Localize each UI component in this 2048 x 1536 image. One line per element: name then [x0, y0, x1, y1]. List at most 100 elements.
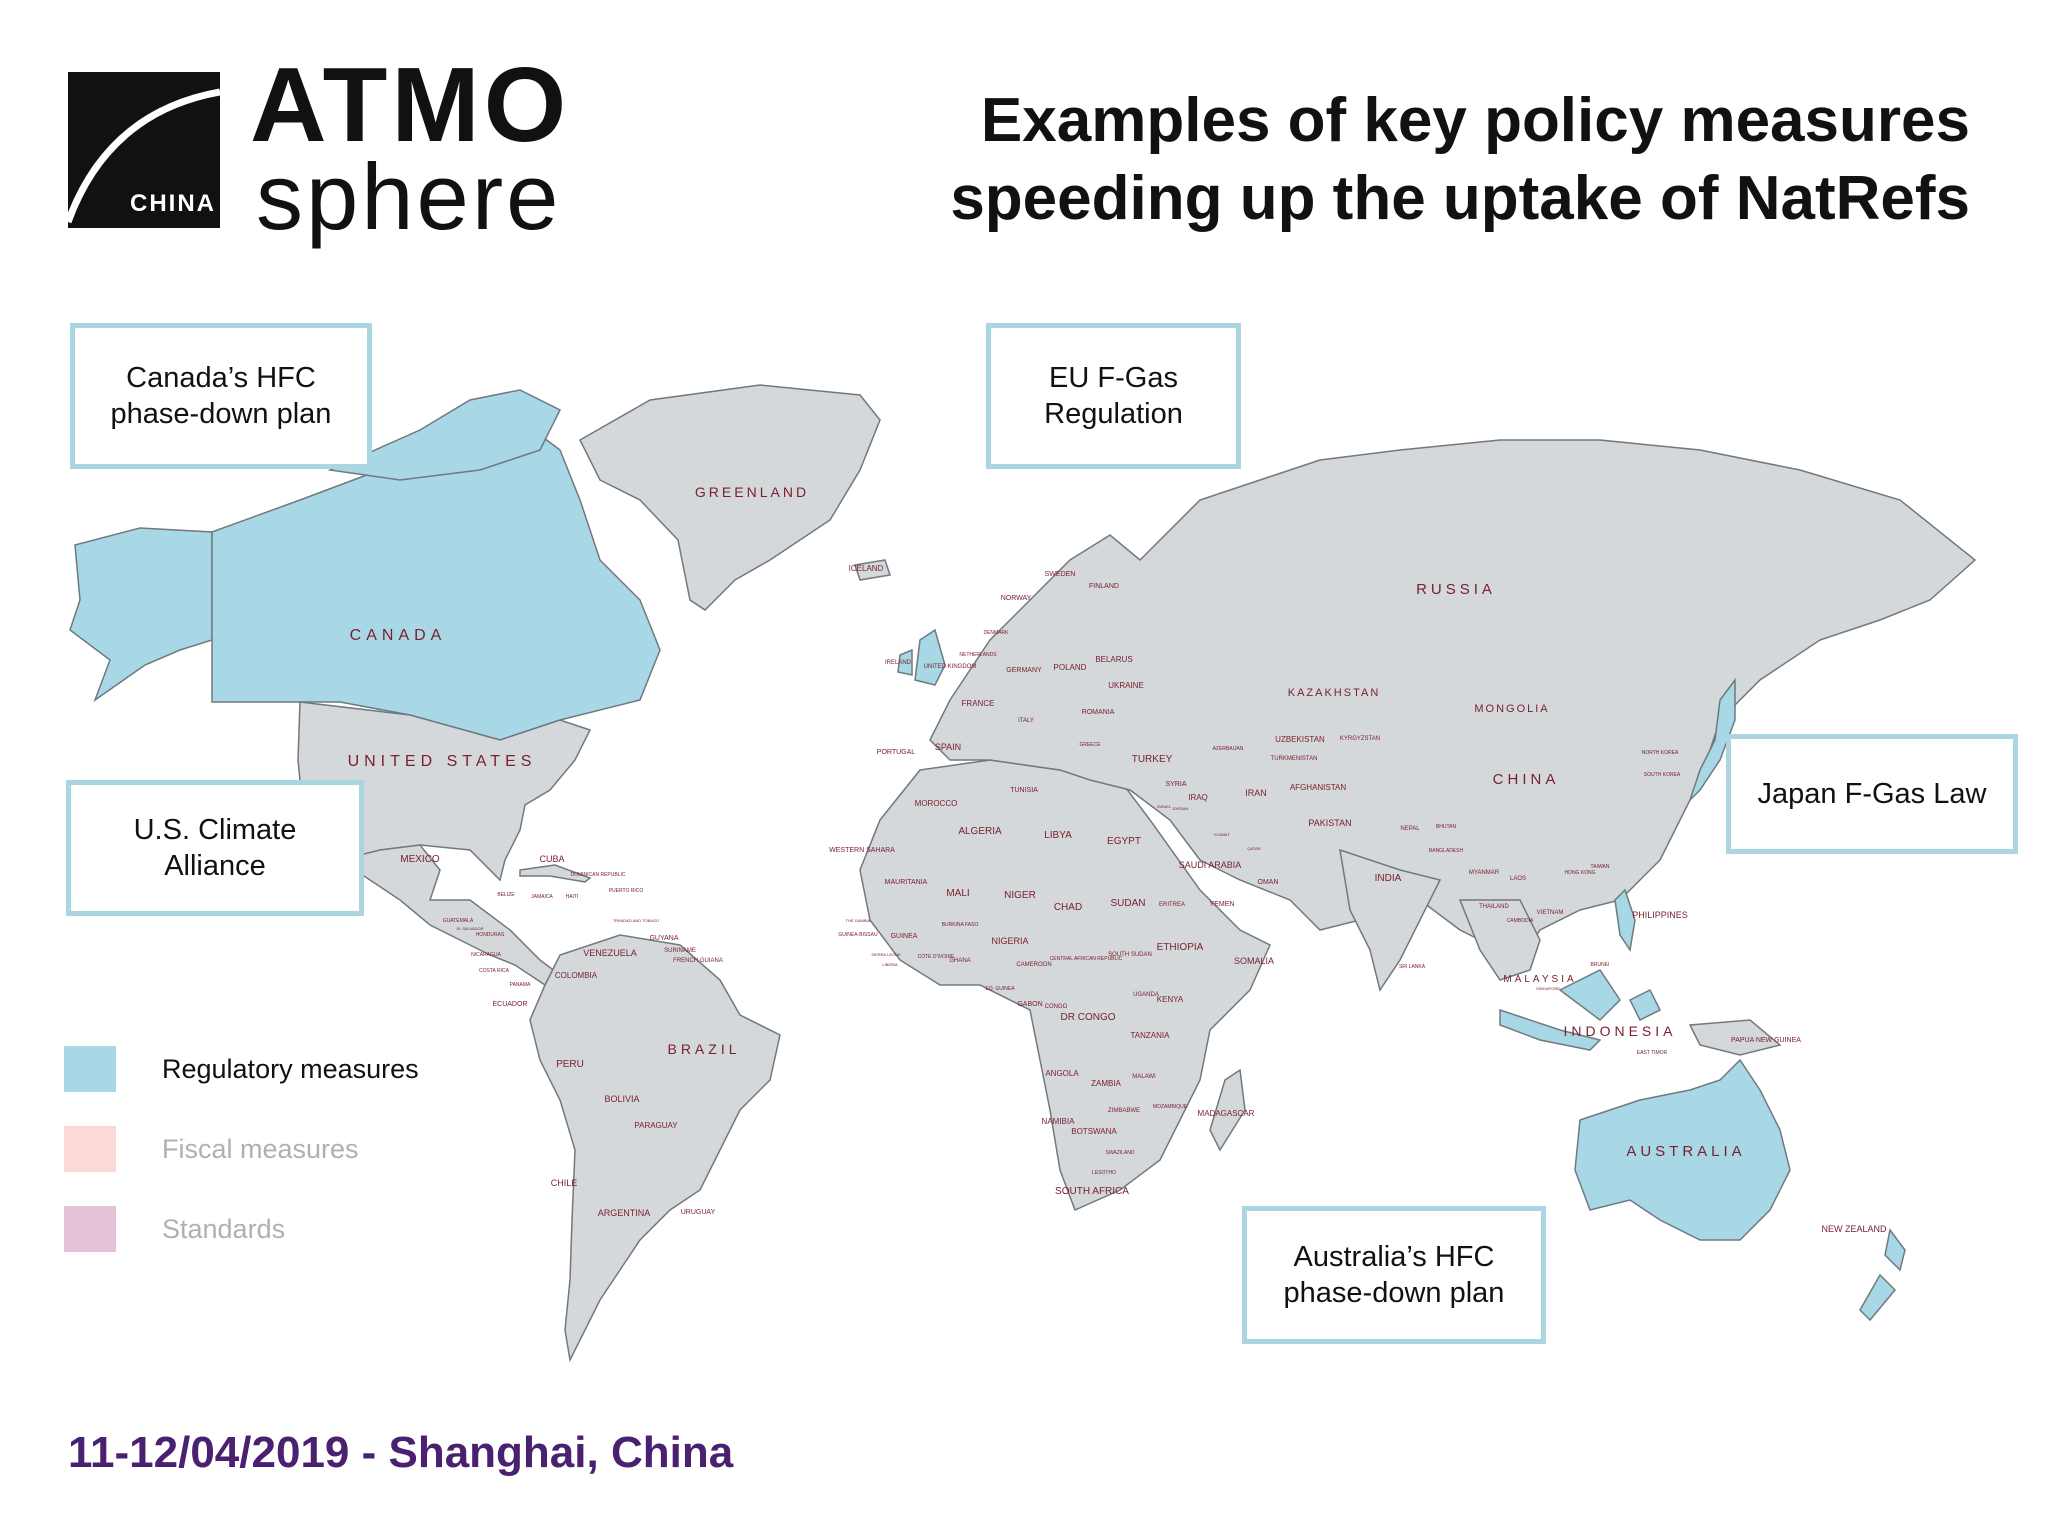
page-title-line-2: speeding up the uptake of NatRefs [950, 164, 1970, 233]
country-label-pakistan: PAKISTAN [1308, 818, 1351, 828]
country-label-east-timor: EAST TIMOR [1637, 1050, 1668, 1056]
country-label-french-guiana: FRENCH GUIANA [673, 958, 723, 964]
country-label-zimbabwe: ZIMBABWE [1108, 1108, 1140, 1114]
country-label-singapore: SINGAPORE [1536, 986, 1560, 991]
country-label-oman: OMAN [1258, 879, 1279, 886]
country-label-greenland: GREENLAND [695, 484, 809, 500]
logo-china-text: CHINA [130, 190, 216, 217]
country-label-ecuador: ECUADOR [492, 1001, 527, 1008]
country-label-suriname: SURINAME [664, 948, 696, 954]
country-label-guyana: GUYANA [649, 935, 678, 942]
country-label-swaziland: SWAZILAND [1106, 1150, 1135, 1156]
africa-shape [859, 759, 1271, 1212]
country-label-sudan: SUDAN [1110, 898, 1145, 909]
country-label-tunisia: TUNISIA [1010, 787, 1038, 794]
country-label-israel: ISRAEL [1157, 804, 1172, 809]
country-label-madagascar: MADAGASCAR [1198, 1109, 1255, 1118]
country-label-somalia: SOMALIA [1234, 956, 1274, 966]
callout-japan: Japan F-Gas Law [1726, 734, 2018, 854]
country-label-hong-kong: HONG KONG [1564, 870, 1595, 876]
iceland-shape [854, 559, 891, 581]
country-label-angola: ANGOLA [1045, 1069, 1079, 1078]
philippines-shape [1614, 888, 1636, 952]
country-label-russia: RUSSIA [1416, 581, 1496, 598]
country-label-dr-congo: DR CONGO [1061, 1012, 1116, 1023]
country-label-finland: FINLAND [1089, 583, 1119, 590]
country-label-china: CHINA [1493, 771, 1560, 788]
land-masses [69, 384, 1977, 1363]
country-label-cuba: CUBA [539, 854, 564, 864]
callout-canada-text: Canada’s HFC phase-down plan [110, 362, 332, 430]
callout-australia: Australia’s HFC phase-down plan [1242, 1206, 1546, 1344]
country-label-eq-guinea: EQ. GUINEA [985, 986, 1015, 992]
country-label-iraq: IRAQ [1188, 793, 1208, 802]
country-label-netherlands: NETHERLANDS [959, 652, 997, 658]
country-label-cote-d-ivoire: COTE D'IVOIRE [918, 954, 955, 960]
logo-atmo-text: ATMO [250, 46, 571, 164]
country-label-congo: CONGO [1045, 1004, 1068, 1010]
legend-label-regulatory: Regulatory measures [162, 1054, 419, 1084]
country-label-uzbekistan: UZBEKISTAN [1275, 735, 1325, 744]
country-label-costa-rica: COSTA RICA [479, 968, 510, 974]
country-label-poland: POLAND [1054, 663, 1087, 672]
country-label-bolivia: BOLIVIA [604, 1094, 639, 1104]
legend-swatch-standards [64, 1206, 116, 1252]
callout-canada: Canada’s HFC phase-down plan [70, 323, 372, 469]
country-label-colombia: COLOMBIA [555, 971, 598, 980]
country-label-jordan: JORDAN [1172, 806, 1189, 811]
country-label-botswana: BOTSWANA [1071, 1127, 1117, 1136]
country-label-sri-lanka: SRI LANKA [1399, 964, 1426, 970]
country-label-honduras: HONDURAS [476, 932, 505, 938]
country-label-guinea: GUINEA [891, 933, 918, 940]
country-label-australia: AUSTRALIA [1626, 1143, 1745, 1160]
country-label-uganda: UGANDA [1133, 992, 1159, 998]
country-label-egypt: EGYPT [1107, 836, 1141, 847]
australia-shape [1574, 1058, 1791, 1241]
country-label-kuwait: KUWAIT [1214, 832, 1230, 837]
country-label-iran: IRAN [1245, 788, 1267, 798]
event-date-location: 11-12/04/2019 - Shanghai, China [68, 1428, 734, 1477]
country-label-uruguay: URUGUAY [681, 1209, 716, 1216]
country-label-belarus: BELARUS [1095, 655, 1132, 664]
country-label-thailand: THAILAND [1479, 904, 1509, 910]
country-label-norway: NORWAY [1001, 595, 1032, 602]
country-label-south-sudan: SOUTH SUDAN [1108, 952, 1152, 958]
alaska-shape [69, 527, 213, 703]
country-label-italy: ITALY [1018, 718, 1034, 724]
country-label-zambia: ZAMBIA [1091, 1079, 1121, 1088]
country-label-afghanistan: AFGHANISTAN [1290, 783, 1347, 792]
page-title: Examples of key policy measures speeding… [950, 82, 1970, 238]
country-label-peru: PERU [556, 1059, 584, 1070]
country-label-turkey: TURKEY [1132, 754, 1173, 765]
country-label-turkmenistan: TURKMENISTAN [1271, 756, 1318, 762]
country-label-ghana: GHANA [949, 958, 970, 964]
country-label-mexico: MEXICO [400, 854, 440, 865]
country-label-brunei: BRUNEI [1591, 962, 1610, 968]
country-label-namibia: NAMIBIA [1042, 1117, 1076, 1126]
country-label-laos: LAOS [1510, 876, 1526, 882]
british-isles-shape [897, 628, 946, 686]
country-label-denmark: DENMARK [983, 630, 1009, 636]
country-label-myanmar: MYANMAR [1469, 870, 1500, 876]
country-label-malaysia: MALAYSIA [1503, 974, 1576, 985]
legend-label-fiscal: Fiscal measures [162, 1134, 359, 1164]
country-label-north-korea: NORTH KOREA [1642, 750, 1679, 756]
country-label-venezuela: VENEZUELA [583, 948, 637, 958]
country-label-france: FRANCE [962, 699, 995, 708]
country-label-ireland: IRELAND [885, 660, 912, 666]
country-label-ethiopia: ETHIOPIA [1157, 942, 1204, 953]
indonesia-shape [1499, 969, 1662, 1051]
country-label-niger: NIGER [1004, 890, 1036, 901]
cuba-shape [519, 864, 592, 883]
india-shape [1339, 848, 1442, 992]
country-label-bangladesh: BANGLADESH [1429, 848, 1464, 854]
country-label-spain: SPAIN [935, 742, 961, 752]
country-label-saudi-arabia: SAUDI ARABIA [1179, 860, 1242, 870]
callout-us: U.S. Climate Alliance [66, 780, 364, 916]
legend-label-standards: Standards [162, 1214, 286, 1244]
country-label-mali: MALI [946, 888, 969, 899]
country-label-libya: LIBYA [1044, 830, 1072, 841]
country-label-qatar: QATAR [1247, 846, 1260, 851]
country-label-morocco: MOROCCO [915, 799, 958, 808]
